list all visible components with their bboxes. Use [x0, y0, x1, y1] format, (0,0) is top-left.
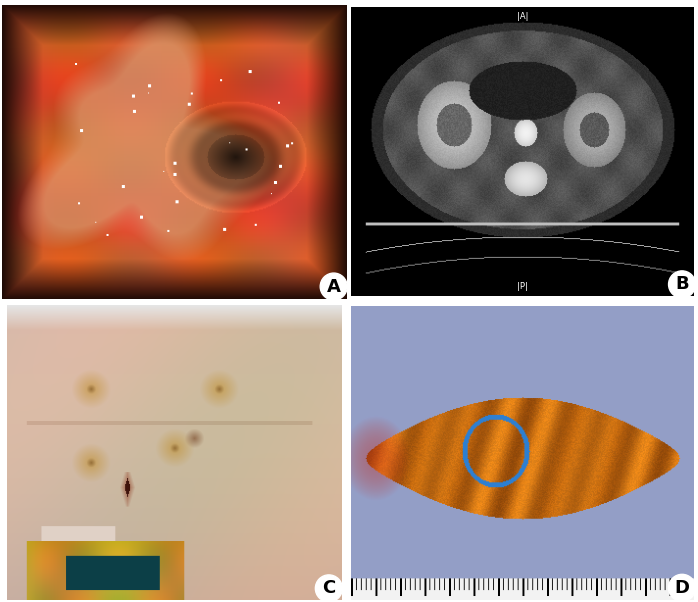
Text: C: C	[322, 579, 336, 597]
Text: |A|: |A|	[517, 12, 528, 21]
Text: B: B	[675, 275, 689, 293]
Text: |P|: |P|	[517, 282, 528, 291]
Text: D: D	[674, 579, 690, 597]
Text: A: A	[327, 278, 341, 296]
